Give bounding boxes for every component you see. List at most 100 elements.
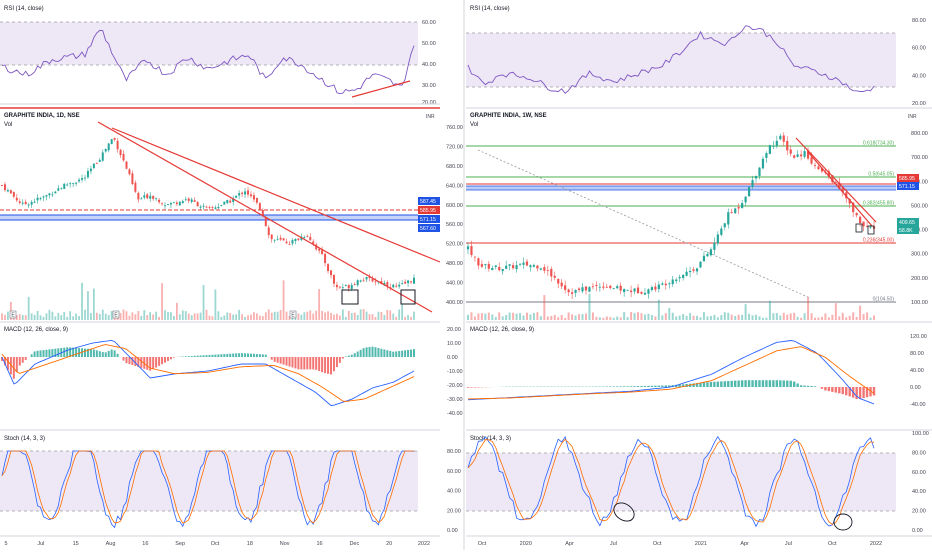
right-candle <box>797 154 799 156</box>
right-time-tick: Apr <box>740 541 749 547</box>
right-volume-bar <box>727 313 729 320</box>
left-volume-bar <box>126 311 128 320</box>
left-macd-hist-bar <box>90 349 92 357</box>
left-candle <box>146 194 148 198</box>
left-candle <box>306 236 308 237</box>
left-candle <box>413 278 415 284</box>
right-volume-bar <box>745 304 747 320</box>
right-candle <box>557 279 559 284</box>
left-macd-hist-bar <box>401 351 403 357</box>
left-candle <box>223 202 225 205</box>
left-candle <box>238 193 240 195</box>
right-macd-hist-bar <box>703 383 705 387</box>
left-candle <box>25 202 27 204</box>
right-volume-bar <box>582 314 584 320</box>
right-volume-bar <box>588 294 590 320</box>
left-macd-hist-bar <box>22 357 24 363</box>
left-stoch-tick: 40.00 <box>447 489 461 495</box>
right-candle <box>474 257 476 258</box>
left-macd-hist-bar <box>250 354 252 357</box>
right-price-tick: 300.00 <box>911 252 928 258</box>
left-price-tick: 680.00 <box>446 164 463 170</box>
right-blue-zone <box>466 186 896 190</box>
right-candle <box>772 146 774 147</box>
left-candle <box>16 198 18 201</box>
left-macd-hist-bar <box>155 357 157 367</box>
left-macd-hist-bar <box>117 354 119 357</box>
right-macd-hist-bar <box>814 386 816 387</box>
left-macd-tick: 0.00 <box>447 355 458 361</box>
left-volume-bar <box>401 305 403 320</box>
left-volume-bar <box>327 311 329 320</box>
left-volume-bar <box>146 315 148 320</box>
right-fib-label: 0.236(345.00) <box>863 238 894 244</box>
left-candle <box>342 287 344 288</box>
right-macd-hist-bar <box>619 386 621 387</box>
left-candle <box>152 196 154 199</box>
right-candle <box>776 141 778 146</box>
left-candle <box>351 285 353 289</box>
left-volume-bar <box>372 314 374 320</box>
left-macd-hist-bar <box>223 354 225 357</box>
left-macd-hist-bar <box>173 357 175 358</box>
right-volume-bar <box>627 317 629 320</box>
left-candle <box>401 283 403 284</box>
left-candle <box>108 144 110 151</box>
right-candle <box>543 267 545 271</box>
left-candle <box>84 178 86 179</box>
right-candle <box>741 203 743 208</box>
left-price-tick: 480.00 <box>446 261 463 267</box>
right-macd-hist-bar <box>828 387 830 391</box>
left-macd-hist-bar <box>57 348 59 357</box>
left-candle <box>220 205 222 206</box>
right-volume-bar <box>658 300 660 320</box>
left-volume-bar <box>413 312 415 320</box>
right-candle <box>606 287 608 288</box>
left-time-tick: 16 <box>142 541 148 547</box>
left-candle <box>372 279 374 281</box>
left-macd-hist-bar <box>208 355 210 357</box>
left-time-tick: Dec <box>349 541 359 547</box>
right-volume-bar <box>790 313 792 320</box>
left-volume-bar <box>336 314 338 320</box>
right-candle <box>703 256 705 261</box>
right-volume-bar <box>634 313 636 320</box>
left-blue-zone <box>0 215 418 220</box>
right-time-tick: 2021 <box>695 541 707 547</box>
left-candle <box>105 149 107 151</box>
right-time-tick: Apr <box>565 541 574 547</box>
right-candle <box>783 136 785 142</box>
right-volume-bar <box>540 316 542 320</box>
right-candle <box>758 168 760 176</box>
left-price-tag-text: 567.60 <box>420 226 436 232</box>
left-volume-bar <box>309 310 311 320</box>
left-volume-bar <box>185 311 187 320</box>
left-volume-bar <box>105 314 107 320</box>
left-candle <box>271 235 273 239</box>
right-volume-bar <box>529 314 531 320</box>
right-volume-bar <box>686 316 688 320</box>
left-candle <box>206 207 208 208</box>
left-macd-hist-bar <box>75 348 77 357</box>
left-candle <box>197 202 199 206</box>
right-volume-bar <box>679 316 681 320</box>
left-candle <box>398 285 400 287</box>
left-candle <box>176 203 178 204</box>
right-volume-bar <box>817 318 819 320</box>
right-macd-hist-bar <box>803 386 805 387</box>
right-candle <box>696 268 698 271</box>
left-volume-bar <box>170 312 172 320</box>
right-candle <box>672 279 674 284</box>
right-stoch-band <box>466 453 896 511</box>
left-candle <box>1 185 3 186</box>
right-volume-bar <box>630 312 632 320</box>
right-candle <box>633 288 635 291</box>
left-macd-hist-bar <box>253 354 255 357</box>
left-macd-hist-bar <box>274 357 276 362</box>
right-volume-bar <box>623 312 625 320</box>
left-macd-hist-bar <box>327 357 329 374</box>
left-macd-tick: -10.00 <box>447 369 463 375</box>
right-currency: INR <box>908 114 917 120</box>
